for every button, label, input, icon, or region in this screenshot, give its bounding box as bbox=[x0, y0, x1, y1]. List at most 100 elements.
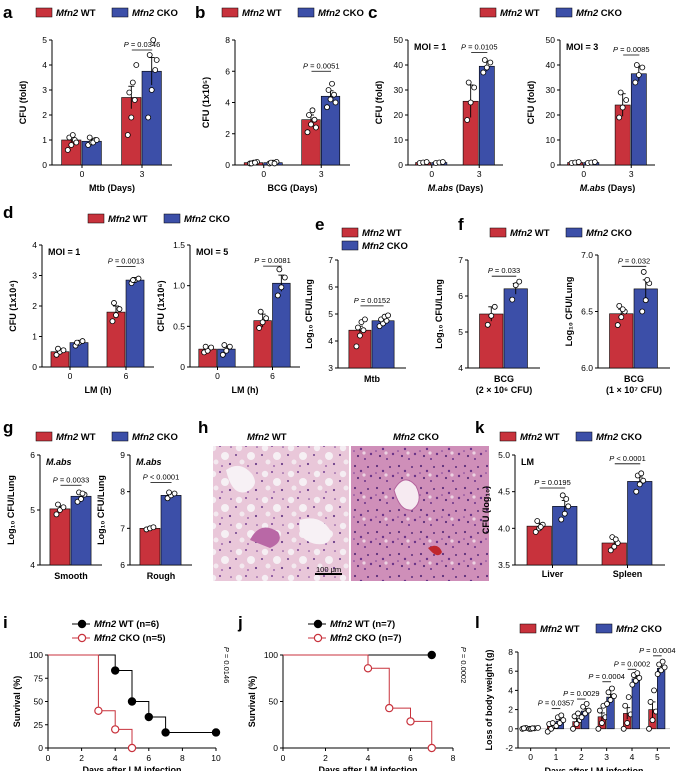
legend-label-cko: Mfn2 CKO bbox=[132, 432, 178, 443]
data-point bbox=[223, 347, 230, 354]
survival-marker bbox=[427, 650, 436, 660]
p-value: P = 0.0085 bbox=[613, 45, 650, 54]
data-point bbox=[570, 725, 576, 732]
data-point bbox=[558, 712, 565, 719]
legend-label-wt: Mfn2 WT bbox=[362, 228, 402, 239]
y-tick-label: 5 bbox=[42, 35, 47, 45]
x-axis-label: Rough bbox=[147, 571, 176, 581]
data-point bbox=[145, 114, 152, 121]
histology-cko-image bbox=[351, 446, 489, 581]
data-point bbox=[257, 308, 264, 315]
panel-label-f: f bbox=[458, 215, 464, 234]
data-point bbox=[86, 134, 93, 141]
data-point bbox=[271, 160, 278, 167]
data-point bbox=[629, 681, 636, 688]
legend-label-wt: Mfn2 WT bbox=[242, 8, 282, 19]
panel-note: M.abs bbox=[136, 457, 162, 467]
y-axis-label: Log₁₀ CFU/Lung bbox=[434, 279, 444, 349]
x-tick-label: 3 bbox=[477, 169, 482, 179]
data-point bbox=[219, 351, 226, 358]
p-value: P = 0.0004 bbox=[639, 646, 676, 655]
data-point bbox=[480, 69, 487, 76]
data-point bbox=[575, 710, 581, 717]
data-point bbox=[226, 343, 233, 350]
legend-marker bbox=[77, 633, 87, 643]
panel-note: MOI = 1 bbox=[414, 42, 446, 52]
legend-swatch-cko bbox=[111, 7, 129, 18]
x-axis-label: Days after LM infection bbox=[318, 765, 417, 771]
y-axis-label: CFU (1x10⁴) bbox=[8, 280, 18, 331]
survival-marker bbox=[110, 725, 120, 734]
data-point bbox=[561, 510, 568, 517]
data-point bbox=[79, 338, 86, 344]
legend-label: Mfn2 WT (n=7) bbox=[330, 619, 395, 630]
legend-swatch-cko bbox=[595, 623, 613, 634]
survival-marker bbox=[363, 664, 373, 673]
data-point bbox=[55, 345, 61, 352]
legend-g: Mfn2 WT Mfn2 CKO bbox=[35, 431, 178, 443]
x-axis-label: LM (h) bbox=[232, 385, 259, 395]
y-tick-label: 6 bbox=[458, 291, 463, 301]
chart-j: 0 50 100 0 2 4 6 8 Survival (%) Days after LM inf… bbox=[247, 619, 468, 771]
data-point bbox=[259, 319, 266, 326]
data-point bbox=[611, 543, 618, 550]
data-point bbox=[109, 318, 116, 325]
y-tick-label: 2 bbox=[225, 129, 230, 139]
y-tick-label: 6 bbox=[30, 450, 35, 460]
x-axis-label: M.abs (Days) bbox=[580, 183, 636, 193]
y-tick-label: 4 bbox=[30, 560, 35, 570]
legend-swatch-wt bbox=[479, 7, 497, 18]
y-tick-label: 0 bbox=[550, 160, 555, 170]
data-point bbox=[604, 700, 610, 707]
p-value: P = 0.0002 bbox=[614, 659, 651, 668]
data-point bbox=[278, 284, 285, 291]
y-tick-label: 50 bbox=[269, 697, 279, 707]
y-tick-label: 5 bbox=[328, 309, 333, 319]
p-value: P = 0.033 bbox=[488, 266, 520, 275]
data-point bbox=[471, 84, 478, 91]
data-point bbox=[612, 536, 619, 543]
data-point bbox=[483, 64, 490, 71]
y-tick-label: 50 bbox=[546, 35, 556, 45]
data-point bbox=[150, 37, 157, 43]
data-point bbox=[619, 104, 626, 111]
data-point bbox=[614, 322, 621, 328]
legend-label: Mfn2 CKO (n=5) bbox=[94, 633, 166, 644]
y-axis-label: CFU (1x10⁶) bbox=[156, 280, 166, 331]
data-point bbox=[617, 89, 624, 96]
legend-swatch-wt bbox=[341, 227, 359, 238]
x-tick-label: 3 bbox=[319, 169, 324, 179]
data-point bbox=[583, 700, 590, 707]
data-point bbox=[634, 670, 641, 677]
y-tick-label: 3 bbox=[42, 85, 47, 95]
data-point bbox=[563, 496, 570, 502]
data-point bbox=[537, 523, 544, 530]
y-tick-label: 7 bbox=[120, 523, 125, 533]
bar-wt bbox=[139, 528, 161, 566]
data-point bbox=[620, 725, 627, 732]
data-point bbox=[651, 687, 657, 694]
legend-a: Mfn2 WT Mfn2 CKO bbox=[35, 7, 178, 19]
data-point bbox=[221, 342, 228, 348]
data-point bbox=[128, 114, 135, 121]
data-point bbox=[306, 112, 312, 118]
data-point bbox=[304, 129, 311, 136]
data-point bbox=[642, 297, 649, 304]
histology-panel: Mfn2 WT Mfn2 CKO 100 μm bbox=[213, 432, 489, 581]
y-axis-label: Survival (%) bbox=[12, 676, 22, 728]
y-tick-label: 0.5 bbox=[173, 321, 185, 331]
data-point bbox=[60, 504, 67, 511]
airway-lumen bbox=[393, 479, 420, 511]
data-point bbox=[146, 52, 153, 58]
y-axis-label: CFU (fold) bbox=[374, 81, 384, 124]
data-point bbox=[520, 725, 527, 732]
y-tick-label: 9 bbox=[120, 450, 125, 460]
bar-wt bbox=[106, 311, 126, 368]
chart-k: 3.5 4.0 4.5 5.0 CFU (log₁₀) Liver Spleen P = 0.… bbox=[481, 450, 665, 579]
data-point bbox=[607, 697, 614, 703]
x-tick-label: 4 bbox=[630, 752, 635, 762]
data-point bbox=[636, 481, 643, 488]
p-value: P = 0.0105 bbox=[461, 43, 498, 52]
data-point bbox=[355, 324, 361, 331]
data-point bbox=[423, 159, 430, 165]
